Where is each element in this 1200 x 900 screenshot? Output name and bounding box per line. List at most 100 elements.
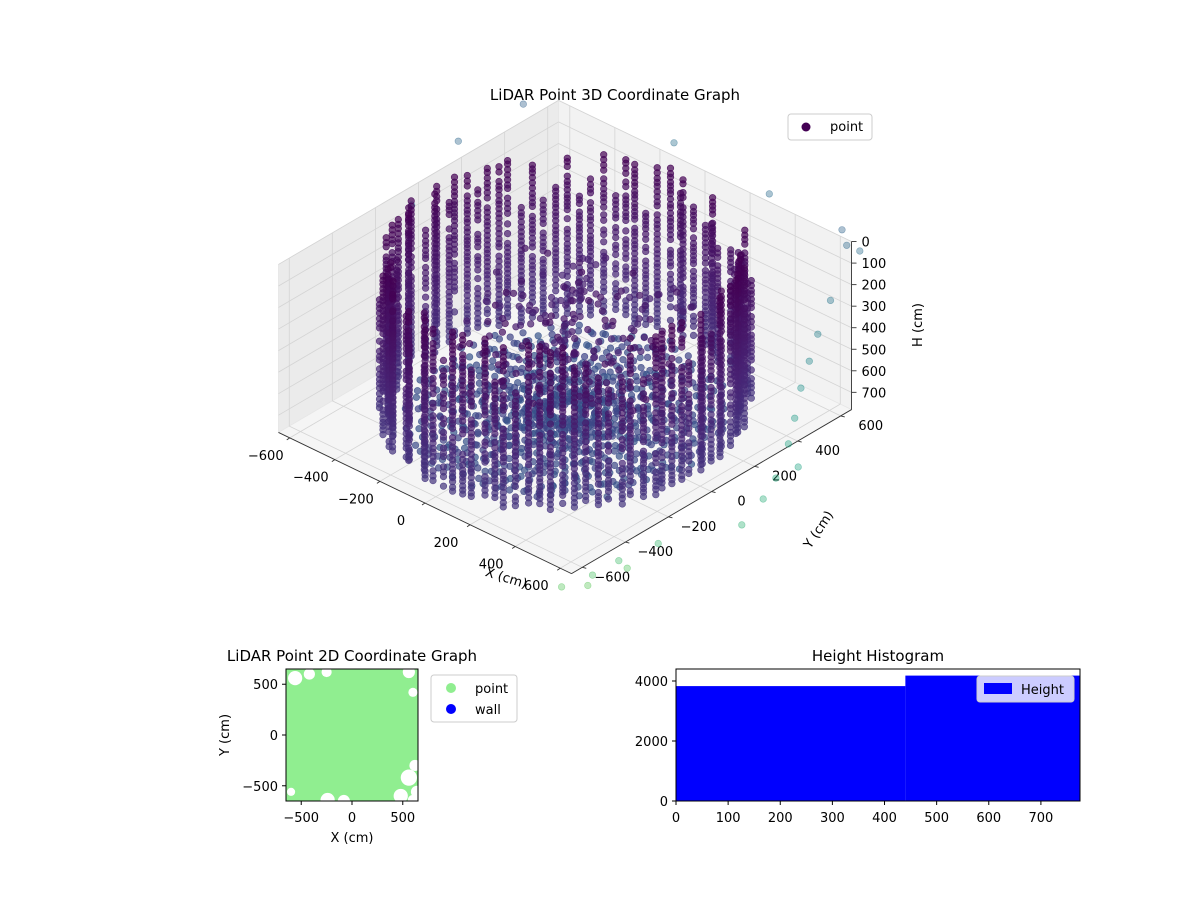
lidar-point <box>498 328 507 336</box>
lidar-point <box>600 230 608 238</box>
tick-y-label: 400 <box>815 444 840 459</box>
tick-y-mark <box>711 491 716 494</box>
lidar-point <box>536 373 544 381</box>
lidar-point <box>463 317 471 325</box>
lidar-point <box>482 297 490 305</box>
histogram-xtick-label: 700 <box>1028 811 1053 826</box>
lidar-point <box>622 311 630 319</box>
lidar-point <box>747 394 755 402</box>
lidar-point <box>518 342 526 350</box>
void-region <box>402 665 415 679</box>
lidar-point <box>475 474 483 483</box>
lidar-point <box>544 249 552 257</box>
lidar-point <box>646 295 654 303</box>
lidar-point <box>557 296 565 305</box>
chart-2d-title: LiDAR Point 2D Coordinate Graph <box>227 647 477 665</box>
chart-3d-legend-marker <box>801 122 811 132</box>
lidar-point <box>595 338 603 346</box>
point-cloud-fill <box>286 669 418 801</box>
grid-z-left <box>278 250 559 416</box>
chart-2d-ticks: −500 0 500 −500 0 500 <box>242 678 415 826</box>
lidar-point <box>608 322 616 330</box>
histogram-xtick-label: 200 <box>768 811 793 826</box>
lidar-point <box>609 357 617 366</box>
void-region <box>303 668 315 680</box>
histogram-xtick-label: 100 <box>716 811 741 826</box>
lidar-point <box>600 216 608 224</box>
lidar-point <box>559 499 567 508</box>
lidar-point <box>747 366 755 374</box>
lidar-point <box>622 275 630 283</box>
chart-2d-xtick-label: 500 <box>390 811 415 826</box>
lidar-point <box>612 250 620 259</box>
lidar-point <box>536 500 544 508</box>
lidar-point <box>668 394 676 402</box>
lidar-point <box>640 333 648 342</box>
lidar-point <box>474 216 482 224</box>
lidar-point <box>405 420 413 428</box>
lidar-point <box>594 501 603 509</box>
lidar-point <box>590 347 598 355</box>
lidar-point <box>600 166 608 174</box>
lidar-point <box>499 382 507 390</box>
lidar-point <box>509 289 518 297</box>
lidar-point <box>708 210 717 218</box>
lidar-point <box>445 225 453 233</box>
lidar-point <box>633 377 641 385</box>
lidar-point <box>526 301 534 310</box>
lidar-point <box>679 180 687 188</box>
lidar-point <box>563 162 571 170</box>
lidar-point <box>541 311 549 320</box>
tick-z-label: 700 <box>862 386 887 401</box>
lidar-point <box>726 347 735 355</box>
lidar-point <box>612 233 620 242</box>
lidar-point <box>429 366 437 374</box>
lidar-point <box>688 303 697 311</box>
lidar-point <box>626 370 634 378</box>
lidar-point <box>714 253 722 261</box>
grid-z-back <box>558 100 852 242</box>
lidar-point <box>622 216 630 224</box>
lidar-point <box>668 354 676 363</box>
lidar-point <box>550 339 559 347</box>
lidar-point <box>484 290 492 298</box>
lidar-point <box>439 420 448 428</box>
lidar-point <box>615 557 623 565</box>
lidar-point <box>618 500 626 508</box>
lidar-point <box>618 470 626 478</box>
lidar-point <box>582 448 590 456</box>
lidar-point <box>604 399 613 407</box>
lidar-point <box>506 486 514 494</box>
lidar-point <box>675 356 683 364</box>
lidar-point <box>689 331 698 340</box>
tick-z-label: 600 <box>862 365 887 380</box>
lidar-point <box>421 474 429 483</box>
tick-x-label: 200 <box>434 536 459 551</box>
lidar-point <box>459 417 467 425</box>
lidar-point <box>668 345 676 353</box>
lidar-point <box>716 321 724 329</box>
chart-histogram-title: Height Histogram <box>812 647 944 665</box>
lidar-point <box>475 412 483 420</box>
lidar-point <box>492 268 501 276</box>
lidar-point <box>467 492 475 501</box>
chart-histogram-legend: Height <box>976 675 1075 703</box>
lidar-point <box>805 357 813 365</box>
lidar-point <box>506 333 514 341</box>
lidar-point <box>422 293 430 301</box>
lidar-point <box>843 241 851 249</box>
tick-x-mark <box>466 524 471 528</box>
lidar-point <box>570 351 578 359</box>
lidar-point <box>741 240 749 248</box>
chart-histogram-legend-swatch <box>984 683 1012 694</box>
chart-2d-legend-wall-label: wall <box>475 703 501 718</box>
chart-2d-legend-wall-marker <box>446 704 456 714</box>
lidar-point <box>429 403 437 412</box>
chart-histogram: Height Histogram 0 100 200 300 400 500 600 7000… <box>635 647 1081 826</box>
lidar-point <box>574 279 583 287</box>
lidar-point <box>625 293 634 302</box>
lidar-point <box>528 243 537 251</box>
tick-z-label: 0 <box>862 236 870 251</box>
void-region <box>409 759 421 772</box>
lidar-point <box>622 183 630 191</box>
